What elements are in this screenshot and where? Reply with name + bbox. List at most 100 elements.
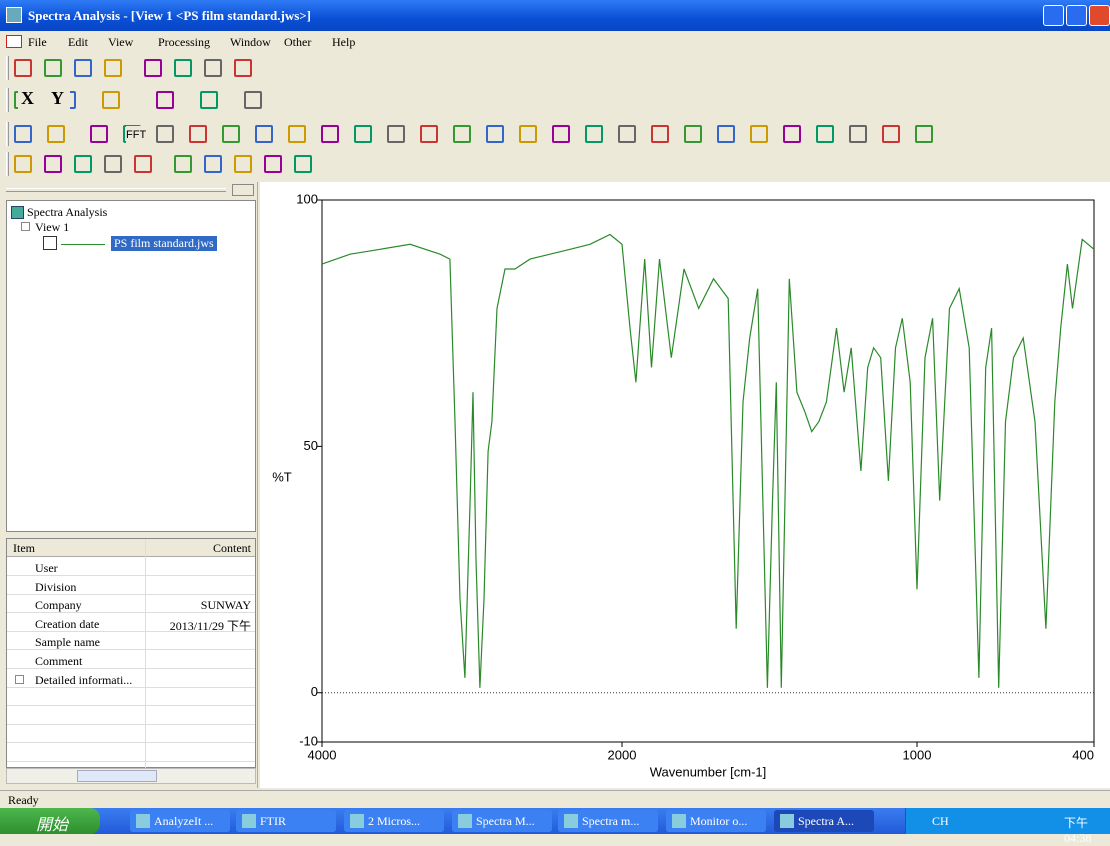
tool-button[interactable] — [453, 125, 471, 143]
tool-button[interactable] — [44, 59, 62, 77]
tool-button[interactable] — [264, 155, 282, 173]
row-line — [7, 742, 255, 744]
menu-item[interactable]: Other — [284, 35, 312, 49]
tool-button[interactable] — [204, 59, 222, 77]
task-button[interactable]: Spectra m... — [558, 810, 658, 832]
row-line — [7, 668, 255, 669]
tool-button[interactable] — [156, 91, 174, 109]
task-button[interactable]: FTIR — [236, 810, 336, 832]
task-label: 2 Micros... — [368, 814, 420, 828]
tool-button[interactable] — [14, 125, 32, 143]
tool-button[interactable] — [486, 125, 504, 143]
menu-item[interactable]: Window — [230, 35, 271, 49]
tool-button[interactable] — [14, 155, 32, 173]
task-button[interactable]: Monitor o... — [666, 810, 766, 832]
tool-fft[interactable]: FFT — [126, 126, 154, 146]
row-content: 2013/11/29 下午 — [169, 618, 251, 633]
tool-button[interactable] — [134, 155, 152, 173]
tool-button[interactable] — [255, 125, 273, 143]
tool-button[interactable] — [74, 59, 92, 77]
tool-button[interactable] — [102, 91, 120, 109]
maximize-button[interactable] — [1066, 5, 1087, 26]
window-title: Spectra Analysis - [View 1 <PS film stan… — [28, 8, 311, 23]
panel-buttons[interactable] — [232, 184, 254, 196]
tool-button[interactable] — [204, 155, 222, 173]
taskbar: 開始 AnalyzeIt ... FTIR 2 Micros... Spectra M… — [0, 808, 1110, 845]
tool-button[interactable] — [651, 125, 669, 143]
tool-button[interactable] — [200, 91, 218, 109]
row-line — [7, 630, 255, 632]
task-button[interactable]: Spectra A... — [774, 810, 874, 832]
tool-button[interactable] — [354, 125, 372, 143]
tool-button[interactable] — [174, 155, 192, 173]
tool-button[interactable] — [104, 59, 122, 77]
tool-button[interactable] — [234, 59, 252, 77]
task-label: AnalyzeIt ... — [154, 814, 214, 828]
scroll-thumb[interactable] — [77, 770, 157, 782]
tool-button[interactable] — [321, 125, 339, 143]
tool-button[interactable] — [783, 125, 801, 143]
tool-button[interactable] — [882, 125, 900, 143]
tool-button[interactable] — [144, 59, 162, 77]
row-item: Division — [35, 579, 77, 594]
tool-button[interactable] — [189, 125, 207, 143]
tool-button[interactable] — [234, 155, 252, 173]
doc-icon — [6, 35, 22, 48]
tool-button[interactable] — [750, 125, 768, 143]
tool-y[interactable]: Y — [48, 88, 70, 112]
tree-view: Spectra Analysis View 1 PS film standard.j… — [6, 200, 256, 532]
tool-button[interactable] — [519, 125, 537, 143]
tool-button[interactable] — [47, 125, 65, 143]
tree-node[interactable]: Spectra Analysis — [27, 205, 108, 219]
tool-button[interactable] — [816, 125, 834, 143]
menu-item[interactable]: File — [28, 35, 47, 49]
tool-button[interactable] — [717, 125, 735, 143]
tool-button[interactable] — [174, 59, 192, 77]
tool-button[interactable] — [915, 125, 933, 143]
y-tick-label: -10 — [299, 733, 318, 748]
tool-button[interactable] — [387, 125, 405, 143]
task-icon — [458, 814, 472, 828]
expand-box[interactable] — [15, 675, 24, 684]
tool-button[interactable] — [420, 125, 438, 143]
tray-lang: CH — [932, 814, 949, 828]
tool-button[interactable] — [44, 155, 62, 173]
tool-button[interactable] — [156, 125, 174, 143]
status-bar: Ready — [0, 790, 1110, 808]
tool-button[interactable] — [74, 155, 92, 173]
menu-item[interactable]: Help — [332, 35, 356, 49]
tray — [905, 808, 1110, 834]
tool-button[interactable] — [849, 125, 867, 143]
start-button[interactable]: 開始 — [0, 808, 100, 834]
tree-node[interactable]: View 1 — [35, 220, 70, 234]
task-button[interactable]: 2 Micros... — [344, 810, 444, 832]
h-scrollbar[interactable] — [6, 768, 256, 784]
menu-item[interactable]: Processing — [158, 35, 210, 49]
tool-button[interactable] — [244, 91, 262, 109]
menu-item[interactable]: View — [108, 35, 134, 49]
tool-button[interactable] — [288, 125, 306, 143]
grip — [6, 188, 226, 192]
tool-button[interactable] — [104, 155, 122, 173]
menu-item[interactable]: Edit — [68, 35, 88, 49]
tool-button[interactable] — [585, 125, 603, 143]
tool-button[interactable] — [618, 125, 636, 143]
tree-node[interactable]: PS film standard.jws — [111, 236, 217, 251]
row-line — [7, 705, 255, 707]
tool-button[interactable] — [684, 125, 702, 143]
toolbar-grip — [6, 56, 9, 80]
tree-icon — [43, 236, 57, 250]
row-item: Sample name — [35, 635, 100, 650]
tool-x[interactable]: X — [18, 88, 40, 112]
tool-button[interactable] — [294, 155, 312, 173]
tool-button[interactable] — [222, 125, 240, 143]
tool-button[interactable] — [90, 125, 108, 143]
minimize-button[interactable] — [1043, 5, 1064, 26]
task-button[interactable]: AnalyzeIt ... — [130, 810, 230, 832]
task-button[interactable]: Spectra M... — [452, 810, 552, 832]
close-button[interactable] — [1089, 5, 1110, 26]
tool-button[interactable] — [552, 125, 570, 143]
row-line — [7, 612, 255, 614]
tool-button[interactable] — [14, 59, 32, 77]
